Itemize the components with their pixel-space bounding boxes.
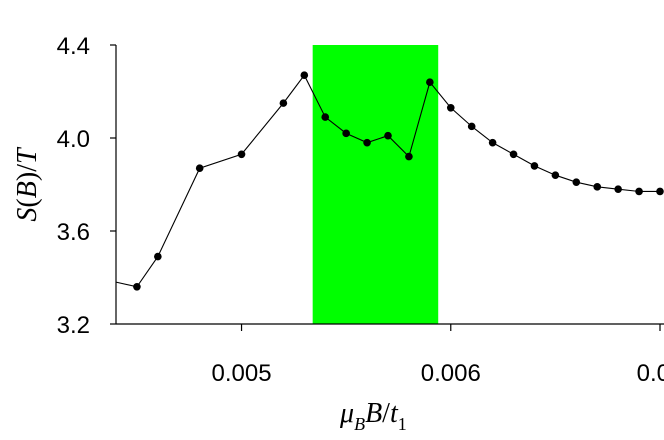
data-point <box>363 138 371 147</box>
highlight-band <box>312 45 439 324</box>
highlight-band-layer <box>312 45 439 324</box>
data-point <box>467 122 476 131</box>
y-tick-label: 3.2 <box>57 312 90 339</box>
data-point <box>530 162 539 170</box>
data-point <box>133 283 141 291</box>
data-point <box>279 99 288 107</box>
series-markers <box>133 71 664 291</box>
x-tick-label: 0.006 <box>421 360 481 387</box>
data-point <box>342 129 350 138</box>
data-point <box>321 113 330 121</box>
data-point <box>237 150 246 159</box>
axes: 3.2 3.6 4.0 4.4 0.005 0.006 0.00 <box>57 33 664 387</box>
x-tick-label: 0.00 <box>637 360 664 387</box>
data-point <box>488 138 497 147</box>
data-point <box>300 71 309 80</box>
data-point <box>656 187 664 196</box>
x-tick-label: 0.005 <box>212 360 272 387</box>
data-point <box>426 78 434 86</box>
data-point <box>551 171 560 179</box>
data-point <box>446 103 455 112</box>
data-point <box>384 131 392 140</box>
data-point <box>572 178 581 186</box>
y-tick-label: 4.0 <box>57 126 90 153</box>
data-point <box>593 183 602 191</box>
x-axis-label: μBB/t1 <box>339 398 407 434</box>
data-point <box>635 187 643 196</box>
y-tick-label: 4.4 <box>57 33 90 60</box>
data-point <box>509 150 518 159</box>
data-point <box>405 152 413 161</box>
data-point <box>195 164 204 173</box>
data-point <box>614 185 622 193</box>
y-axis-label: S(B)/T <box>12 146 43 222</box>
y-tick-label: 3.6 <box>57 219 90 246</box>
data-point <box>154 252 162 261</box>
